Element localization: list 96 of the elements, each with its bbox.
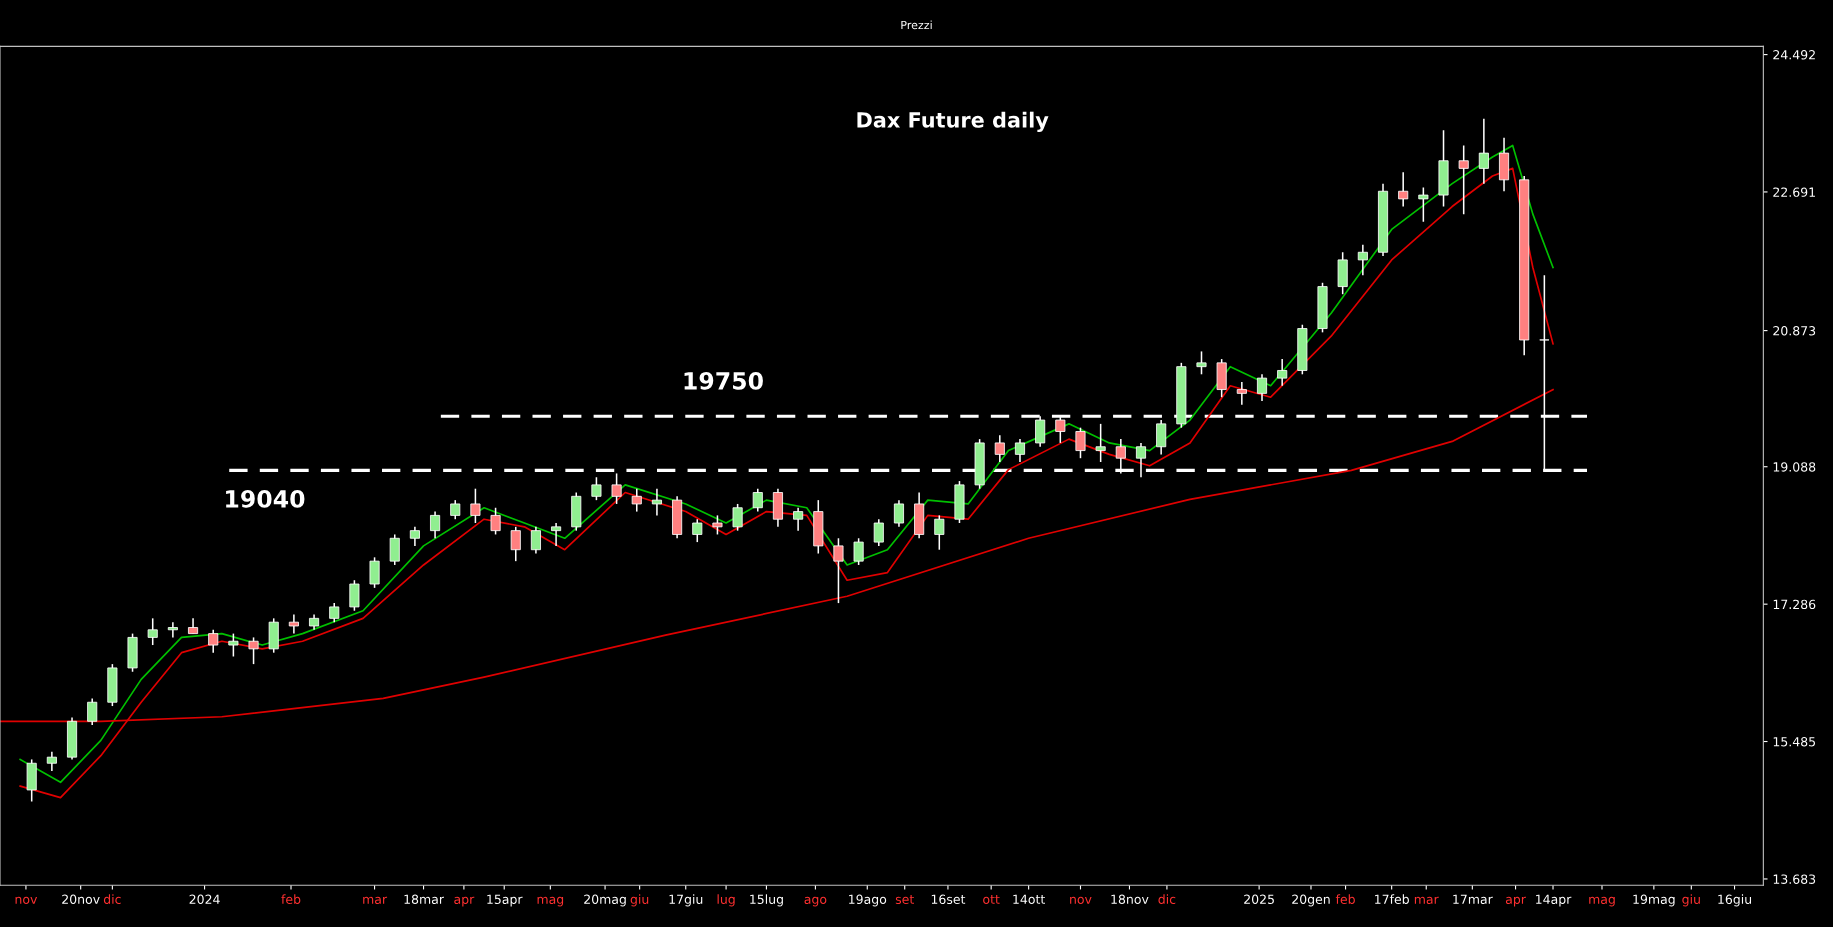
candlestick	[611, 472, 622, 505]
x-tick-label: 18mar	[404, 894, 444, 904]
x-tick-label: apr	[1505, 896, 1526, 907]
x-tick-label: ott	[983, 895, 1000, 904]
candlestick	[1236, 381, 1247, 406]
x-tick-label: feb	[281, 894, 301, 904]
candlestick	[409, 526, 420, 547]
candlestick	[1014, 438, 1025, 463]
candlestick	[450, 499, 461, 520]
candlestick	[793, 506, 804, 532]
candlestick	[1156, 419, 1167, 456]
text: Dax Future daily	[857, 111, 1049, 133]
x-tick-label: mar	[1414, 896, 1439, 904]
y-tick-label: 17.286	[1773, 599, 1816, 610]
candlestick	[470, 487, 481, 524]
x-tick-label: 15lug	[750, 894, 783, 907]
candlestick	[1398, 171, 1409, 208]
ref-line-label: 19040	[226, 489, 305, 508]
candlestick	[1135, 442, 1147, 479]
candlestick	[752, 487, 763, 513]
x-tick-label: feb	[1335, 894, 1355, 904]
candlestick	[510, 526, 521, 562]
candlestick	[389, 533, 400, 566]
candlestick	[833, 537, 844, 604]
candlestick	[994, 434, 1005, 463]
y-tick-label: 20.873	[1773, 326, 1816, 336]
candlestick	[1095, 423, 1106, 463]
x-tick-label: 2025	[1244, 894, 1274, 904]
x-tick-label: dic	[1158, 894, 1176, 904]
x-tick-label: 17giu	[669, 894, 703, 907]
x-tick-label: mag	[1589, 896, 1615, 907]
candlestick	[87, 697, 98, 726]
candlestick	[732, 503, 743, 532]
candlestick	[934, 514, 945, 551]
x-tick-label: 19ago	[849, 894, 887, 907]
x-tick-label: 20nov	[62, 894, 100, 904]
candlestick	[248, 636, 259, 665]
candlestick	[692, 518, 703, 543]
x-tick-label: 15apr	[487, 894, 523, 907]
x-tick-label: 17feb	[1375, 894, 1409, 904]
candlestick	[893, 499, 904, 528]
candlestick	[1075, 426, 1086, 459]
candlestick	[853, 537, 864, 566]
candlestick	[329, 602, 340, 623]
candlestick	[1256, 373, 1268, 402]
x-tick-label: 2024	[189, 894, 220, 904]
x-tick-label: mar	[363, 896, 388, 904]
x-tick-label: 20mag	[584, 894, 626, 907]
candlestick	[712, 514, 723, 536]
y-tick-label: 15.485	[1773, 736, 1816, 747]
candlestick	[591, 476, 602, 501]
candlestick	[651, 487, 662, 517]
candlestick	[1418, 186, 1429, 223]
candlestick	[349, 579, 360, 612]
y-tick-label: 24.492	[1773, 50, 1815, 60]
x-tick-label: apr	[454, 896, 475, 907]
y-tick-label: 19.088	[1773, 462, 1816, 472]
x-tick-label: 14ott	[1013, 894, 1045, 904]
x-tick-label: nov	[1070, 896, 1092, 904]
text: Prezzi	[901, 20, 932, 30]
candlestick	[430, 510, 441, 540]
ref-line-label: 19750	[684, 371, 763, 390]
candlestick	[1357, 243, 1368, 276]
x-tick-label: set	[895, 895, 914, 904]
x-tick-label: 19mag	[1633, 894, 1675, 907]
x-tick-label: giu	[1682, 894, 1700, 907]
x-tick-label: 14apr	[1536, 894, 1572, 907]
candlestick	[46, 751, 57, 772]
candlestick	[1478, 118, 1489, 185]
candlestick	[167, 621, 178, 639]
x-tick-label: 18nov	[1111, 894, 1149, 904]
x-tick-label: dic	[103, 894, 121, 904]
candlestick	[873, 518, 884, 547]
x-tick-label: giu	[630, 894, 649, 907]
x-tick-label: 20gen	[1292, 894, 1330, 907]
x-tick-label: 16set	[931, 894, 966, 904]
candlestick	[1277, 358, 1288, 387]
candlestick	[631, 487, 642, 513]
candlestick	[530, 526, 541, 555]
x-tick-label: 16giu	[1718, 894, 1752, 907]
x-tick-label: 17mar	[1453, 894, 1493, 904]
candlestick	[208, 629, 219, 654]
candlestick	[1458, 144, 1469, 215]
x-tick-label: nov	[15, 896, 38, 904]
x-tick-label: mag	[537, 896, 564, 907]
candlestick	[147, 617, 158, 646]
candlestick	[490, 506, 501, 536]
candlestick	[1196, 350, 1207, 376]
candlestick	[369, 556, 380, 589]
candlestick	[228, 632, 239, 658]
candlestick	[551, 522, 562, 547]
x-tick-label: ago	[804, 896, 827, 907]
x-tick-label: lug	[717, 894, 735, 907]
candlestick	[288, 613, 299, 635]
y-tick-label: 22.691	[1773, 187, 1815, 197]
y-tick-label: 13.683	[1773, 874, 1816, 884]
